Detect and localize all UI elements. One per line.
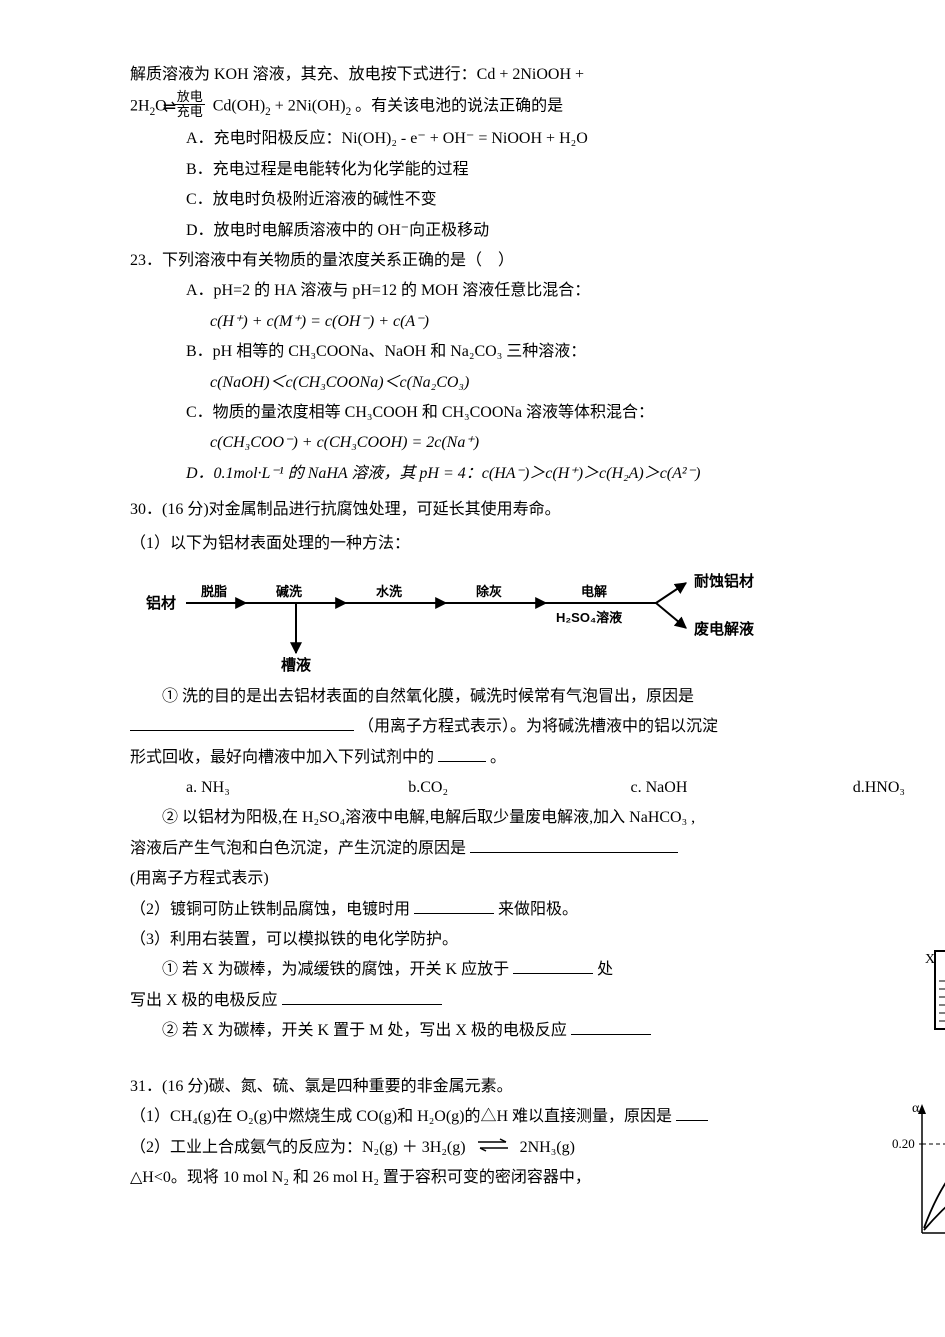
flow-node-7: 废电解液 xyxy=(694,620,755,638)
q31-p2b: 2NH₃(g) xyxy=(520,1139,575,1156)
q30-opt-d: d.HNO₃ xyxy=(853,773,945,803)
graph-svg: α 0.20 T₁ T₂ A B C p/mPa xyxy=(890,1098,945,1268)
q30-s2a: ② 以铝材为阳极,在 H₂SO₄溶液中电解,电解后取少量废电解液,加入 NaHC… xyxy=(130,803,945,833)
q30-s1c: 形式回收，最好向槽液中加入下列试剂中的 xyxy=(130,749,434,766)
graph-ylabel: α xyxy=(912,1101,920,1116)
q30-p3-1b: 处 xyxy=(597,961,613,978)
q30-s2b-line: 溶液后产生气泡和白色沉淀，产生沉淀的原因是 xyxy=(130,834,945,864)
intro-text-1: 解质溶液为 KOH 溶液，其充、放电按下式进行：Cd + 2NiOOH + xyxy=(130,66,584,83)
flow-node-6: 耐蚀铝材 xyxy=(694,572,754,590)
flow-label-1: 脱脂 xyxy=(201,584,227,599)
apparatus-figure: M K N X 铁 海水 xyxy=(925,891,945,1052)
app-X: X xyxy=(925,952,935,967)
flow-svg: 铝材 脱脂 碱洗 槽液 水洗 除灰 电解 H₂SO₄溶液 耐蚀铝材 废电解液 xyxy=(146,568,846,678)
q23-stem: 23．下列溶液中有关物质的量浓度关系正确的是（ ） xyxy=(130,246,945,276)
blank-8[interactable] xyxy=(676,1104,708,1121)
flow-label-2: 碱洗 xyxy=(276,584,302,599)
q23-A1: A．pH=2 的 HA 溶液与 pH=12 的 MOH 溶液任意比混合： xyxy=(130,276,945,306)
intro-line2: 2H2O ⇌ 放电 充电 Cd(OH)2 + 2Ni(OH)2 。有关该电池的说… xyxy=(130,90,945,124)
q30-p3-1-line: ① 若 X 为碳棒，为减缓铁的腐蚀，开关 K 应放于 处 xyxy=(130,955,945,985)
intro-2c: Cd(OH) xyxy=(213,98,265,115)
q30-s2b: 溶液后产生气泡和白色沉淀，产生沉淀的原因是 xyxy=(130,840,466,857)
q31-stem: 31．(16 分)碳、氮、硫、氯是四种重要的非金属元素。 xyxy=(130,1072,945,1102)
q31-p2-line: （2）工业上合成氨气的反应为：N₂(g) ＋ 3H₂(g) 2NH₃(g) xyxy=(130,1133,945,1164)
q31-p2a: （2）工业上合成氨气的反应为：N₂(g) ＋ 3H₂(g) xyxy=(130,1139,466,1156)
q30-p2-line: （2）镀铜可防止铁制品腐蚀，电镀时用 来做阳极。 xyxy=(130,895,945,925)
q30-opt-row: a. NH₃ b.CO₂ c. NaOH d.HNO₃ xyxy=(130,773,945,803)
equilibrium-arrow-icon xyxy=(476,1133,510,1163)
q30-p3-1a: ① 若 X 为碳棒，为减缓铁的腐蚀，开关 K 应放于 xyxy=(162,961,509,978)
q30-p3: （3）利用右装置，可以模拟铁的电化学防护。 xyxy=(130,925,945,955)
q30-s1b: （用离子方程式表示）。为将碱洗槽液中的铝以沉淀 xyxy=(358,718,718,735)
flow-diagram: 铝材 脱脂 碱洗 槽液 水洗 除灰 电解 H₂SO₄溶液 耐蚀铝材 废电解液 xyxy=(130,568,945,678)
reversible-arrow-fraction: ⇌ 放电 充电 xyxy=(175,90,205,124)
q30-stem: 30．(16 分)对金属制品进行抗腐蚀处理，可延长其使用寿命。 xyxy=(130,495,945,525)
q30-p3-2: ② 若 X 为碳棒，开关 K 置于 M 处，写出 X 极的电极反应 xyxy=(162,1022,567,1039)
intro-opt-D: D．放电时电解质溶液中的 OH⁻向正极移动 xyxy=(130,216,945,246)
flow-node-0: 铝材 xyxy=(146,594,176,612)
intro-opt-C: C．放电时负极附近溶液的碱性不变 xyxy=(130,185,945,215)
q30-p3-1c: 写出 X 极的电极反应 xyxy=(130,992,278,1009)
intro-2e: 。有关该电池的说法正确的是 xyxy=(355,98,563,115)
graph-figure: α 0.20 T₁ T₂ A B C p/mPa xyxy=(890,1098,945,1279)
q30-opt-b: b.CO₂ xyxy=(408,773,630,803)
q23-C2: c(CH₃COO⁻) + c(CH₃COOH) = 2c(Na⁺) xyxy=(130,428,945,458)
intro-2a: 2H xyxy=(130,98,150,115)
sub2c: 2 xyxy=(346,106,352,118)
blank-4[interactable] xyxy=(414,897,494,914)
flow-label-5: 电解 xyxy=(581,584,607,599)
blank-2[interactable] xyxy=(438,745,486,762)
sub2b: 2 xyxy=(265,106,271,118)
graph-ytick: 0.20 xyxy=(892,1136,915,1151)
flow-label-3: 水洗 xyxy=(376,584,402,599)
q30-s1d: 。 xyxy=(490,749,506,766)
blank-7[interactable] xyxy=(571,1018,651,1035)
intro-2d: + 2Ni(OH) xyxy=(275,98,346,115)
q31-p1-line: （1）CH₄(g)在 O₂(g)中燃烧生成 CO(g)和 H₂O(g)的△H 难… xyxy=(130,1102,945,1132)
q30-p3-2-line: ② 若 X 为碳棒，开关 K 置于 M 处，写出 X 极的电极反应 xyxy=(130,1016,945,1046)
q30-s1a: ① 洗的目的是出去铝材表面的自然氧化膜，碱洗时候常有气泡冒出，原因是 xyxy=(130,682,945,712)
blank-5[interactable] xyxy=(513,957,593,974)
intro-opt-B: B．充电过程是电能转化为化学能的过程 xyxy=(130,155,945,185)
q30-p3-1c-line: 写出 X 极的电极反应 xyxy=(130,986,945,1016)
q30-s2c: (用离子方程式表示) xyxy=(130,864,945,894)
q23-A2: c(H⁺) + c(M⁺) = c(OH⁻) + c(A⁻) xyxy=(130,307,945,337)
q30-p2b: 来做阳极。 xyxy=(498,901,578,918)
flow-sub: H₂SO₄溶液 xyxy=(556,610,622,625)
flow-label-4: 除灰 xyxy=(476,584,502,599)
apparatus-svg: M K N X 铁 海水 xyxy=(925,891,945,1041)
q30-opt-c: c. NaOH xyxy=(631,773,853,803)
intro-opt-A: A．充电时阳极反应：Ni(OH)₂ - e⁻ + OH⁻ = NiOOH + H… xyxy=(130,124,945,154)
blank-1[interactable] xyxy=(130,714,354,731)
q30-s1c-line: 形式回收，最好向槽液中加入下列试剂中的 。 xyxy=(130,743,945,773)
q23-D1: D．0.1mol·L⁻¹ 的 NaHA 溶液，其 pH = 4：c(HA⁻)＞c… xyxy=(130,459,945,489)
q31-p1: （1）CH₄(g)在 O₂(g)中燃烧生成 CO(g)和 H₂O(g)的△H 难… xyxy=(130,1108,672,1125)
frac-top: 放电 xyxy=(175,90,205,105)
blank-6[interactable] xyxy=(282,988,442,1005)
q30-opt-a: a. NH₃ xyxy=(186,773,408,803)
q30-p2a: （2）镀铜可防止铁制品腐蚀，电镀时用 xyxy=(130,901,410,918)
q23-B2: c(NaOH)＜c(CH₃COONa)＜c(Na₂CO₃) xyxy=(130,368,945,398)
q31-p3: △H<0。现将 10 mol N₂ 和 26 mol H₂ 置于容积可变的密闭容… xyxy=(130,1163,945,1193)
q30-s1-blankline: （用离子方程式表示）。为将碱洗槽液中的铝以沉淀 xyxy=(130,712,945,742)
q30-p1: （1）以下为铝材表面处理的一种方法： xyxy=(130,529,945,559)
q23-B1: B．pH 相等的 CH₃COONa、NaOH 和 Na₂CO₃ 三种溶液： xyxy=(130,337,945,367)
intro-line1: 解质溶液为 KOH 溶液，其充、放电按下式进行：Cd + 2NiOOH + xyxy=(130,60,945,90)
blank-3[interactable] xyxy=(470,836,678,853)
frac-bot: 充电 xyxy=(175,105,205,119)
flow-node-8: 槽液 xyxy=(281,656,312,674)
q23-C1: C．物质的量浓度相等 CH₃COOH 和 CH₃COONa 溶液等体积混合： xyxy=(130,398,945,428)
